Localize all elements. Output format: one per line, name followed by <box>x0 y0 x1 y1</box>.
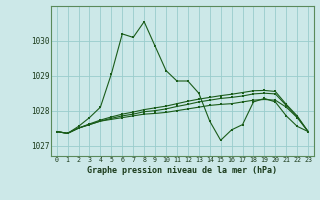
X-axis label: Graphe pression niveau de la mer (hPa): Graphe pression niveau de la mer (hPa) <box>87 166 277 175</box>
